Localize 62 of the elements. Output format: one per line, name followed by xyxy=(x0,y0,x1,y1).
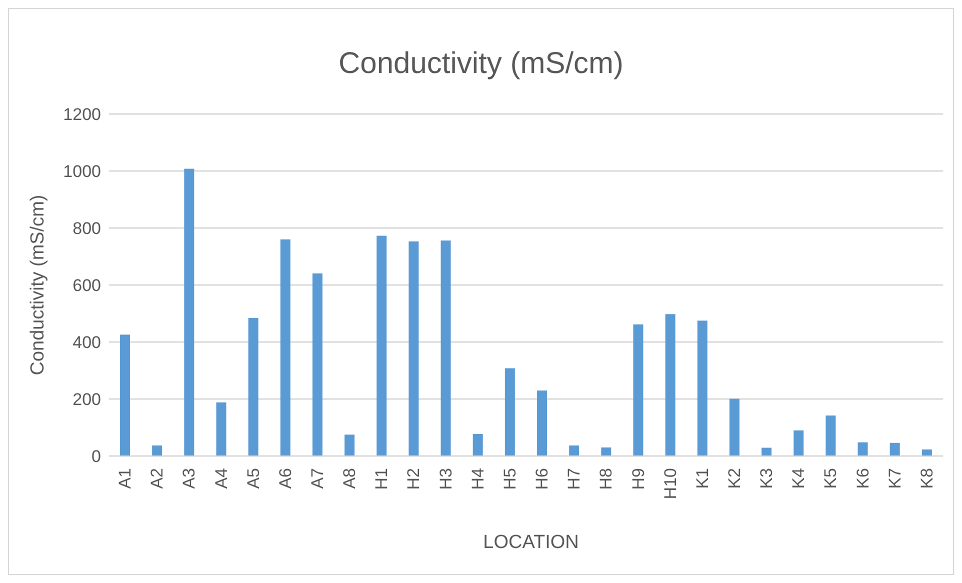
bar xyxy=(633,324,644,456)
y-tick-label: 1000 xyxy=(63,162,101,182)
bar xyxy=(312,273,322,456)
x-tick-label: H8 xyxy=(596,468,616,490)
x-tick-label: H1 xyxy=(372,468,392,490)
bar xyxy=(440,240,451,456)
x-tick-label: H3 xyxy=(436,468,456,490)
y-tick-label: 0 xyxy=(92,447,101,466)
x-axis-title: LOCATION xyxy=(482,532,580,554)
bar xyxy=(472,434,483,456)
bar xyxy=(376,236,387,456)
bar xyxy=(794,430,804,456)
bar xyxy=(184,168,194,456)
x-tick-label: A8 xyxy=(340,468,360,489)
x-tick-label: A4 xyxy=(212,468,231,489)
x-tick-label: H6 xyxy=(532,468,552,490)
bar xyxy=(601,447,612,456)
bar xyxy=(569,445,580,456)
x-tick-label: H2 xyxy=(404,468,424,490)
bar xyxy=(826,416,836,456)
bar xyxy=(665,314,676,456)
x-tick-label: A2 xyxy=(148,468,167,489)
y-axis-title: Conductivity (mS/cm) xyxy=(28,194,49,376)
x-tick-label: K4 xyxy=(789,468,808,489)
bar xyxy=(248,318,258,456)
bar xyxy=(344,434,355,456)
x-tick-label: A6 xyxy=(276,468,295,489)
bar xyxy=(762,448,772,456)
bar xyxy=(537,390,547,456)
x-tick-label: K6 xyxy=(853,468,872,489)
x-tick-label: A5 xyxy=(244,468,263,489)
bar xyxy=(120,334,130,456)
x-tick-label: H4 xyxy=(468,468,488,490)
bar xyxy=(408,241,419,456)
x-tick-label: K8 xyxy=(917,468,936,489)
x-tick-label: K7 xyxy=(885,468,904,489)
bar xyxy=(729,398,740,456)
x-tick-label: H7 xyxy=(564,468,584,490)
y-tick-label: 800 xyxy=(72,219,101,238)
bar xyxy=(280,239,290,456)
y-tick-label: 1200 xyxy=(63,105,101,124)
x-tick-label: K2 xyxy=(725,468,744,489)
y-tick-label: 400 xyxy=(72,333,101,352)
y-tick-label: 200 xyxy=(72,390,101,410)
x-tick-label: K5 xyxy=(821,468,840,489)
x-tick-label: H5 xyxy=(500,468,520,490)
bar xyxy=(152,445,162,456)
bar xyxy=(504,368,515,456)
bar xyxy=(216,402,226,456)
x-tick-label: A1 xyxy=(116,468,135,489)
x-tick-label: A3 xyxy=(180,468,199,489)
bar xyxy=(890,442,900,456)
x-tick-label: K1 xyxy=(692,468,712,489)
x-tick-label: H10 xyxy=(660,468,680,500)
y-tick-label: 600 xyxy=(72,276,101,296)
bar xyxy=(922,449,932,456)
bar xyxy=(697,320,708,456)
x-tick-label: K3 xyxy=(757,468,776,489)
x-tick-label: H9 xyxy=(628,468,648,490)
bar xyxy=(858,442,868,456)
x-tick-label: A7 xyxy=(308,468,327,489)
chart-title: Conductivity (mS/cm) xyxy=(337,47,625,81)
